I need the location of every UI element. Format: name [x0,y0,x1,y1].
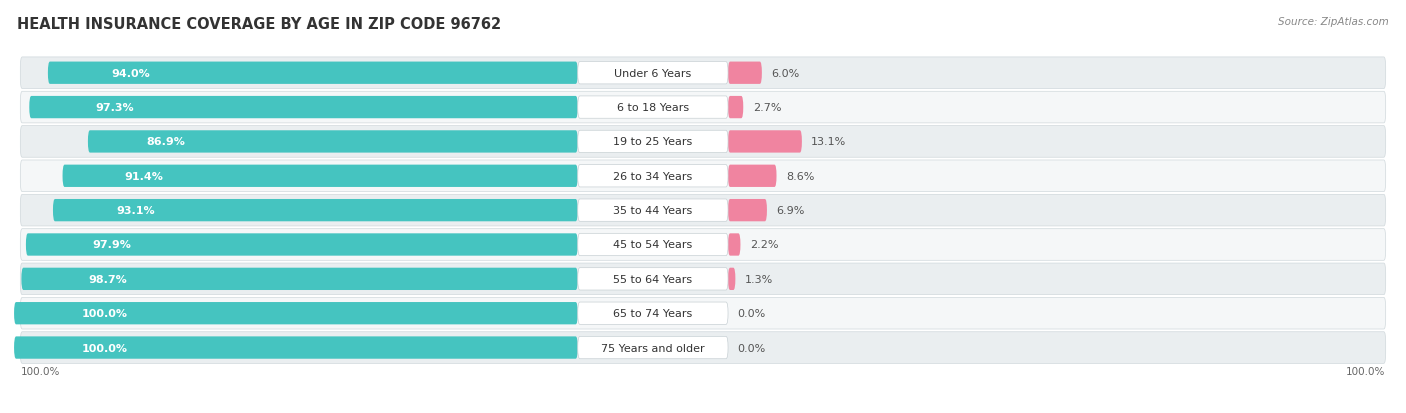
FancyBboxPatch shape [62,165,578,188]
FancyBboxPatch shape [728,97,744,119]
Text: 91.4%: 91.4% [124,171,163,181]
FancyBboxPatch shape [53,199,578,222]
FancyBboxPatch shape [578,337,728,359]
FancyBboxPatch shape [578,131,728,153]
FancyBboxPatch shape [578,165,728,188]
FancyBboxPatch shape [20,332,1386,363]
FancyBboxPatch shape [20,92,1386,123]
Text: 0.0%: 0.0% [738,343,766,353]
Text: 6.0%: 6.0% [772,69,800,78]
Text: 93.1%: 93.1% [115,206,155,216]
Text: 8.6%: 8.6% [786,171,814,181]
Text: Source: ZipAtlas.com: Source: ZipAtlas.com [1278,17,1389,26]
FancyBboxPatch shape [20,298,1386,329]
Text: 19 to 25 Years: 19 to 25 Years [613,137,693,147]
Text: 55 to 64 Years: 55 to 64 Years [613,274,693,284]
Text: 98.7%: 98.7% [89,274,127,284]
FancyBboxPatch shape [578,234,728,256]
Text: 45 to 54 Years: 45 to 54 Years [613,240,693,250]
Text: 0.0%: 0.0% [738,309,766,318]
FancyBboxPatch shape [578,199,728,222]
FancyBboxPatch shape [728,62,762,85]
FancyBboxPatch shape [14,337,578,359]
Text: 97.3%: 97.3% [96,103,134,113]
FancyBboxPatch shape [20,161,1386,192]
Text: 6.9%: 6.9% [776,206,804,216]
FancyBboxPatch shape [25,234,578,256]
Text: 2.2%: 2.2% [749,240,779,250]
FancyBboxPatch shape [20,126,1386,158]
FancyBboxPatch shape [21,268,578,290]
Text: 100.0%: 100.0% [20,366,59,376]
Text: 100.0%: 100.0% [82,343,128,353]
FancyBboxPatch shape [728,165,776,188]
Text: 35 to 44 Years: 35 to 44 Years [613,206,693,216]
FancyBboxPatch shape [728,234,741,256]
Text: 94.0%: 94.0% [111,69,150,78]
Text: 75 Years and older: 75 Years and older [602,343,704,353]
FancyBboxPatch shape [728,131,801,153]
Text: 2.7%: 2.7% [752,103,782,113]
Text: 65 to 74 Years: 65 to 74 Years [613,309,693,318]
FancyBboxPatch shape [89,131,578,153]
FancyBboxPatch shape [578,302,728,325]
Text: 26 to 34 Years: 26 to 34 Years [613,171,693,181]
FancyBboxPatch shape [20,263,1386,295]
Text: HEALTH INSURANCE COVERAGE BY AGE IN ZIP CODE 96762: HEALTH INSURANCE COVERAGE BY AGE IN ZIP … [17,17,501,31]
Text: 13.1%: 13.1% [811,137,846,147]
FancyBboxPatch shape [20,195,1386,226]
Text: Under 6 Years: Under 6 Years [614,69,692,78]
FancyBboxPatch shape [578,97,728,119]
Text: 6 to 18 Years: 6 to 18 Years [617,103,689,113]
Text: 97.9%: 97.9% [93,240,131,250]
FancyBboxPatch shape [728,199,766,222]
FancyBboxPatch shape [578,62,728,85]
FancyBboxPatch shape [20,58,1386,89]
FancyBboxPatch shape [14,302,578,325]
Text: 100.0%: 100.0% [1347,366,1386,376]
FancyBboxPatch shape [30,97,578,119]
FancyBboxPatch shape [48,62,578,85]
FancyBboxPatch shape [728,268,735,290]
Text: 86.9%: 86.9% [146,137,186,147]
Text: 1.3%: 1.3% [745,274,773,284]
FancyBboxPatch shape [20,229,1386,261]
FancyBboxPatch shape [578,268,728,290]
Text: 100.0%: 100.0% [82,309,128,318]
